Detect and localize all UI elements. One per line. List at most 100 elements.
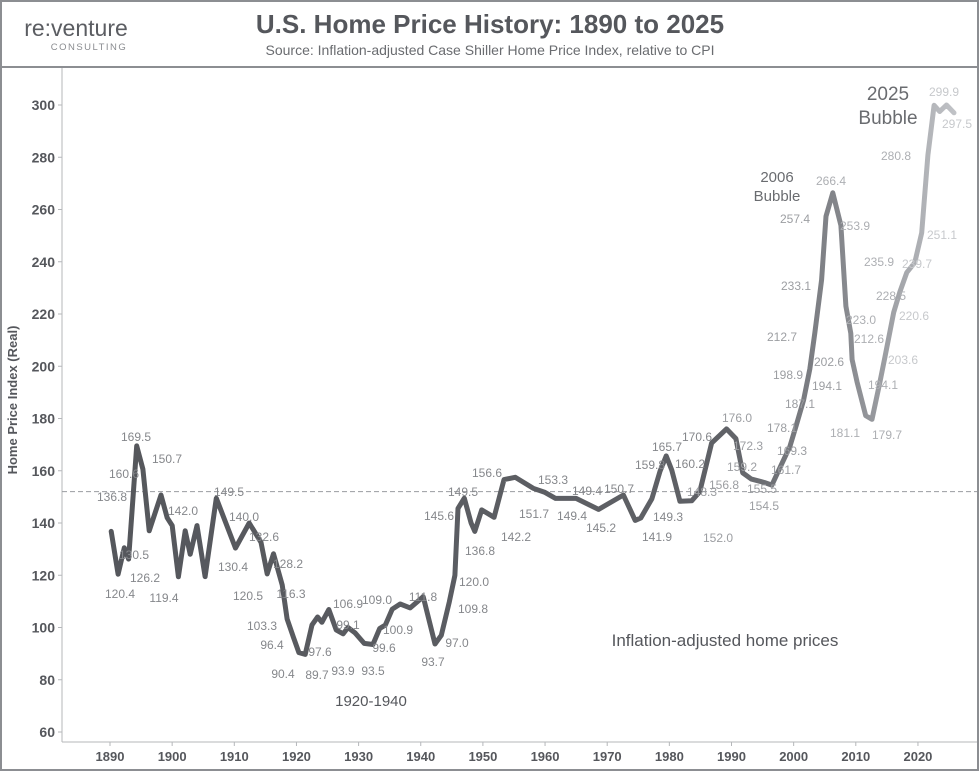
data-label: 228.5: [876, 289, 906, 303]
x-tick-label: 1930: [344, 749, 373, 764]
data-label: 253.9: [840, 219, 870, 233]
data-label: 203.6: [888, 353, 918, 367]
data-label: 212.6: [854, 332, 884, 346]
data-label: 155.5: [747, 482, 777, 496]
data-label: 266.4: [816, 174, 846, 188]
y-tick-label: 60: [39, 724, 55, 740]
data-label: 176.0: [722, 411, 752, 425]
data-label: 136.8: [97, 490, 127, 504]
data-label: 145.2: [586, 521, 616, 535]
data-label: 257.4: [780, 212, 810, 226]
data-label: 179.7: [872, 428, 902, 442]
data-label: 119.4: [149, 591, 178, 605]
y-tick-label: 160: [32, 463, 56, 479]
x-axis-ticks: 1890 1900 1910 1920 1930 1940 1950 1960 1970 1980…: [96, 742, 932, 764]
data-label: 93.5: [361, 664, 385, 678]
data-label: 223.0: [846, 313, 876, 327]
x-tick-label: 1900: [158, 749, 187, 764]
x-tick-label: 2010: [841, 749, 870, 764]
data-label: 170.6: [682, 430, 712, 444]
data-label: 142.0: [168, 504, 198, 518]
data-label: 120.5: [233, 589, 263, 603]
data-label: 169.3: [777, 444, 807, 458]
data-label: 159.2: [727, 460, 757, 474]
data-label: 136.8: [465, 544, 495, 558]
data-label: 99.1: [336, 618, 360, 632]
data-label: 280.8: [881, 149, 911, 163]
x-tick-label: 1910: [220, 749, 249, 764]
y-tick-label: 120: [32, 567, 56, 583]
chart-title: U.S. Home Price History: 1890 to 2025: [256, 9, 724, 39]
data-label: 154.5: [749, 499, 779, 513]
y-tick-label: 180: [32, 411, 56, 427]
y-tick-label: 260: [32, 202, 56, 218]
data-label: 152.0: [703, 531, 733, 545]
annotation-2025-bubble: Bubble: [858, 108, 917, 129]
x-tick-label: 2000: [779, 749, 808, 764]
data-label: 235.9: [864, 255, 894, 269]
data-label: 239.7: [902, 257, 932, 271]
data-label: 149.4: [572, 484, 602, 498]
data-label: 233.1: [781, 279, 811, 293]
data-label: 149.5: [214, 485, 244, 499]
y-axis-label: Home Price Index (Real): [5, 326, 20, 475]
annotations: 2006 Bubble 2025 Bubble 1920-1940 Inflat…: [335, 84, 917, 710]
data-label: 96.4: [260, 638, 284, 652]
y-tick-label: 220: [32, 306, 56, 322]
data-label: 145.6: [424, 509, 454, 523]
data-label: 140.0: [229, 510, 259, 524]
data-label: 97.6: [308, 645, 332, 659]
x-tick-label: 1990: [717, 749, 746, 764]
x-tick-label: 1920: [282, 749, 311, 764]
data-label: 156.6: [472, 466, 502, 480]
data-label: 212.7: [767, 330, 797, 344]
x-tick-label: 1890: [96, 749, 125, 764]
y-tick-label: 240: [32, 254, 56, 270]
data-label: 99.6: [372, 641, 396, 655]
data-label: 194.1: [812, 379, 842, 393]
y-tick-label: 140: [32, 515, 56, 531]
y-axis-ticks: 60 80 100 120 140 160 180 200 220 240 260 280 300: [32, 97, 62, 740]
data-label: 153.3: [538, 473, 568, 487]
y-tick-label: 300: [32, 97, 56, 113]
x-tick-label: 1980: [655, 749, 684, 764]
data-label: 120.4: [105, 587, 135, 601]
data-label: 187.1: [785, 397, 815, 411]
data-label: 93.9: [331, 664, 355, 678]
x-tick-label: 1960: [531, 749, 560, 764]
data-label: 109.8: [458, 602, 488, 616]
data-label: 126.2: [130, 571, 160, 585]
x-tick-label: 1970: [593, 749, 622, 764]
series-label: Inflation-adjusted home prices: [612, 631, 839, 650]
data-label: 132.6: [249, 530, 279, 544]
data-label: 116.3: [276, 587, 305, 601]
data-label: 161.7: [771, 463, 801, 477]
y-tick-label: 280: [32, 149, 56, 165]
logo-main: re:venture: [24, 15, 128, 41]
data-label: 151.7: [519, 507, 549, 521]
data-label: 142.2: [501, 530, 531, 544]
data-label: 160.6: [109, 467, 139, 481]
chart-subtitle: Source: Inflation-adjusted Case Shiller …: [266, 42, 715, 58]
x-tick-label: 2020: [903, 749, 932, 764]
data-label: 169.5: [121, 430, 151, 444]
data-label: 172.3: [733, 439, 763, 453]
data-label: 149.4: [557, 509, 587, 523]
data-label: 251.1: [927, 228, 957, 242]
data-label: 109.0: [362, 593, 392, 607]
data-label: 93.7: [421, 655, 445, 669]
data-label: 194.1: [868, 378, 898, 392]
data-label: 106.9: [333, 597, 363, 611]
data-labels: 136.8 120.4 169.5 160.6 130.5 126.2 150.7 142.0…: [97, 85, 972, 682]
data-label: 149.5: [448, 485, 478, 499]
data-label: 130.4: [218, 560, 248, 574]
data-label: 130.5: [119, 548, 149, 562]
data-label: 160.2: [675, 457, 705, 471]
data-label: 141.9: [642, 530, 672, 544]
x-tick-label: 1940: [406, 749, 435, 764]
data-label: 159.8: [635, 458, 665, 472]
data-label: 100.9: [383, 623, 413, 637]
data-label: 89.7: [305, 668, 329, 682]
data-label: 148.3: [687, 485, 717, 499]
